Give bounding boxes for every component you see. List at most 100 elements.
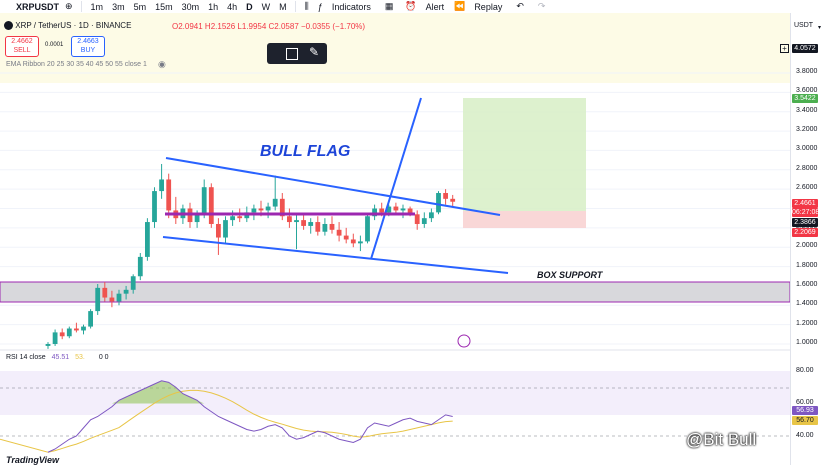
candle-body (315, 222, 321, 232)
candle-body (358, 241, 363, 244)
rsi-band (0, 371, 790, 415)
candle-body (407, 208, 413, 215)
box-support-label: BOX SUPPORT (537, 270, 604, 280)
price-chart[interactable]: BULL FLAG BOX SUPPORT (0, 13, 790, 465)
candle-body (208, 187, 214, 224)
rsi-ma-tag: 56.70 (792, 416, 818, 425)
sell-button[interactable]: 2.4662 SELL (5, 36, 39, 57)
candle-body (166, 179, 172, 211)
symbol-logo-icon (4, 21, 13, 31)
interval-3m[interactable]: 3m (112, 1, 125, 12)
interval-1h[interactable]: 1h (208, 1, 219, 12)
currency-label[interactable]: USDT (794, 22, 814, 29)
legend-ohlc: O2.0941 H2.1526 L1.9954 C2.0587 −0.0355 … (172, 22, 366, 31)
interval-4h[interactable]: 4h (227, 1, 238, 12)
chart-yellow-band (0, 13, 790, 83)
candle-body (450, 198, 456, 202)
candle-body (421, 218, 427, 224)
indicators-icon[interactable]: ƒ (317, 1, 323, 12)
candle-body (429, 212, 434, 219)
candles-icon[interactable]: ⫼ (304, 1, 309, 11)
alert-button[interactable]: Alert (425, 1, 445, 12)
crosshair-plus-icon[interactable]: + (780, 44, 789, 53)
stop-price-tag: 2.2069 (792, 228, 818, 237)
price-tick: 3.2000 (796, 126, 818, 134)
price-tick: 1.8000 (796, 261, 818, 269)
stop-zone (463, 211, 586, 228)
drawing-toolbox: ✎ (267, 43, 327, 64)
select-rect-icon[interactable] (286, 48, 298, 60)
candle-body (81, 326, 86, 331)
indicators-button[interactable]: Indicators (331, 1, 371, 12)
replay-icon[interactable]: ⏪ (454, 1, 466, 11)
price-tick: 2.0000 (796, 242, 818, 250)
interval-d[interactable]: D (246, 1, 253, 12)
buy-price: 2.4663 (77, 38, 99, 45)
candle-body (52, 332, 58, 344)
candle-body (343, 235, 349, 240)
price-tick: 3.6000 (796, 87, 818, 95)
candle-body (258, 208, 264, 211)
add-symbol-icon[interactable]: ⊕ (65, 1, 73, 11)
buy-button[interactable]: 2.4663 BUY (71, 36, 105, 57)
rsi-legend: RSI 14 close 45.51 53. 0 0 (6, 354, 109, 361)
candle-body (322, 223, 328, 232)
interval-15m[interactable]: 15m (155, 1, 173, 12)
candle-body (329, 223, 335, 230)
brand-text: TradingView (6, 455, 60, 465)
interval-w[interactable]: W (261, 1, 271, 12)
interval-1m[interactable]: 1m (90, 1, 104, 12)
rsi-tick-80: 80.00 (796, 367, 814, 374)
rsi-value: 45.51 (51, 354, 70, 361)
axis-settings-icon[interactable]: ▾ (818, 25, 822, 31)
price-tick: 1.0000 (796, 339, 818, 346)
price-tick: 1.6000 (796, 280, 818, 288)
candle-body (95, 287, 101, 312)
undo-icon[interactable]: ↶ (516, 1, 524, 11)
interval-30m[interactable]: 30m (181, 1, 200, 12)
candle-body (294, 220, 299, 223)
candle-body (145, 222, 150, 257)
redo-icon[interactable]: ↷ (537, 1, 546, 11)
rsi-ma-value: 53. (75, 354, 85, 361)
candle-body (365, 216, 370, 242)
countdown-tag: 06:27:08 (792, 208, 820, 217)
replay-button[interactable]: Replay (474, 1, 503, 12)
candle-body (265, 206, 271, 211)
price-tick: 2.6000 (796, 184, 818, 192)
candle-body (130, 276, 136, 290)
buy-label: BUY (80, 47, 96, 54)
rsi-ma-line (0, 389, 453, 453)
price-tick: 3.4000 (796, 106, 818, 114)
candle-body (59, 332, 65, 337)
legend-title-row: XRP / TetherUS · 1D · BINANCE (4, 21, 132, 31)
legend-pair: XRP / TetherUS · 1D · BINANCE (15, 21, 132, 30)
candle-body (116, 293, 122, 302)
candle-body (436, 193, 441, 213)
event-marker[interactable] (457, 334, 471, 348)
alert-icon[interactable]: ⏰ (405, 1, 417, 11)
price-tick: 1.2000 (796, 319, 818, 327)
layout-icon[interactable]: ▦ (384, 1, 394, 11)
brush-icon[interactable]: ✎ (309, 45, 320, 59)
eye-icon[interactable]: ◉ (158, 59, 166, 69)
candle-body (414, 214, 420, 224)
candle-body (152, 191, 157, 223)
price-axis[interactable] (790, 13, 828, 465)
candle-body (350, 239, 356, 244)
candle-body (45, 344, 51, 346)
tradingview-logo: TradingView (6, 455, 59, 465)
interval-5m[interactable]: 5m (133, 1, 147, 12)
symbol-search[interactable]: XRPUSDT (16, 1, 60, 12)
candle-body (66, 328, 72, 337)
interval-m[interactable]: M (279, 1, 287, 12)
target-zone (463, 98, 586, 211)
candle-body (237, 216, 243, 219)
watermark: @Bit Bull (686, 430, 757, 449)
bull-flag-label: BULL FLAG (260, 143, 350, 160)
rsi-name: RSI 14 close (6, 354, 46, 361)
target-price-tag: 3.5422 (792, 94, 818, 103)
candle-body (230, 216, 235, 221)
last-price-tag: 2.4661 (792, 199, 818, 208)
price-tick: 3.0000 (796, 145, 818, 153)
